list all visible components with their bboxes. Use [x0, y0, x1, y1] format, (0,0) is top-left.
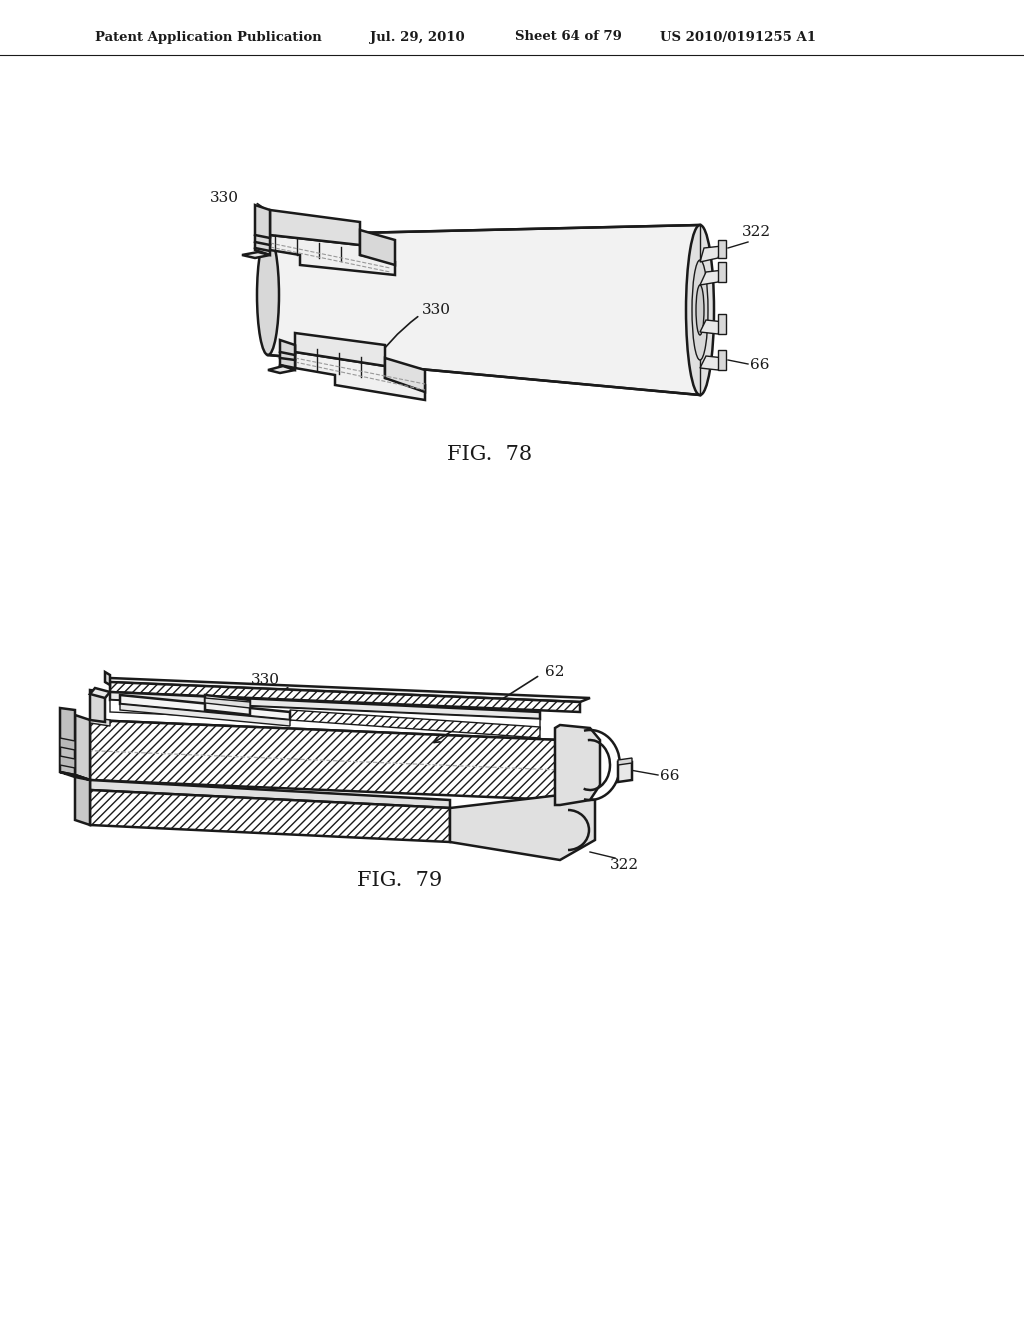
- Polygon shape: [255, 205, 270, 255]
- Ellipse shape: [696, 285, 705, 335]
- Polygon shape: [718, 261, 726, 282]
- Ellipse shape: [257, 235, 279, 355]
- Ellipse shape: [692, 260, 708, 360]
- Text: 330: 330: [422, 304, 451, 317]
- Polygon shape: [718, 240, 726, 257]
- Polygon shape: [270, 210, 360, 246]
- Text: 66: 66: [750, 358, 769, 372]
- Text: FIG.  78: FIG. 78: [447, 446, 532, 465]
- Polygon shape: [270, 235, 395, 275]
- Polygon shape: [295, 333, 385, 366]
- Polygon shape: [110, 700, 540, 730]
- Text: 66: 66: [660, 770, 680, 783]
- Polygon shape: [555, 725, 600, 805]
- Polygon shape: [105, 672, 110, 685]
- Polygon shape: [90, 688, 110, 698]
- Text: 322: 322: [742, 224, 771, 239]
- Polygon shape: [242, 252, 270, 257]
- Text: US 2010/0191255 A1: US 2010/0191255 A1: [660, 30, 816, 44]
- Polygon shape: [268, 366, 295, 374]
- Polygon shape: [700, 356, 724, 370]
- Polygon shape: [120, 696, 290, 719]
- Text: 62: 62: [545, 665, 564, 678]
- Polygon shape: [700, 246, 722, 261]
- Polygon shape: [700, 271, 724, 285]
- Polygon shape: [295, 352, 425, 400]
- Polygon shape: [385, 358, 425, 392]
- Text: 322: 322: [610, 858, 639, 873]
- Polygon shape: [60, 772, 90, 780]
- Polygon shape: [618, 758, 632, 766]
- Polygon shape: [75, 775, 90, 825]
- Polygon shape: [268, 224, 700, 395]
- Text: 330: 330: [210, 191, 239, 205]
- Polygon shape: [60, 756, 75, 768]
- Polygon shape: [90, 789, 450, 842]
- Text: FIG.  79: FIG. 79: [357, 870, 442, 890]
- Polygon shape: [280, 341, 295, 370]
- Text: Jul. 29, 2010: Jul. 29, 2010: [370, 30, 465, 44]
- Polygon shape: [718, 314, 726, 334]
- Polygon shape: [75, 715, 90, 780]
- Polygon shape: [60, 708, 75, 775]
- Text: Patent Application Publication: Patent Application Publication: [95, 30, 322, 44]
- Polygon shape: [90, 719, 560, 800]
- Polygon shape: [618, 762, 632, 781]
- Text: Sheet 64 of 79: Sheet 64 of 79: [515, 30, 622, 44]
- Polygon shape: [105, 678, 590, 702]
- Polygon shape: [205, 698, 250, 708]
- Polygon shape: [290, 710, 540, 738]
- Polygon shape: [205, 696, 250, 715]
- Polygon shape: [450, 795, 595, 861]
- Polygon shape: [718, 350, 726, 370]
- Polygon shape: [700, 319, 724, 334]
- Polygon shape: [90, 780, 450, 808]
- Polygon shape: [120, 704, 290, 726]
- Polygon shape: [360, 230, 395, 265]
- Text: 330: 330: [251, 673, 280, 686]
- Polygon shape: [110, 692, 540, 719]
- Polygon shape: [110, 682, 580, 711]
- Ellipse shape: [686, 224, 714, 395]
- Polygon shape: [90, 719, 560, 750]
- Polygon shape: [60, 738, 75, 750]
- Polygon shape: [90, 717, 110, 726]
- Polygon shape: [90, 690, 105, 722]
